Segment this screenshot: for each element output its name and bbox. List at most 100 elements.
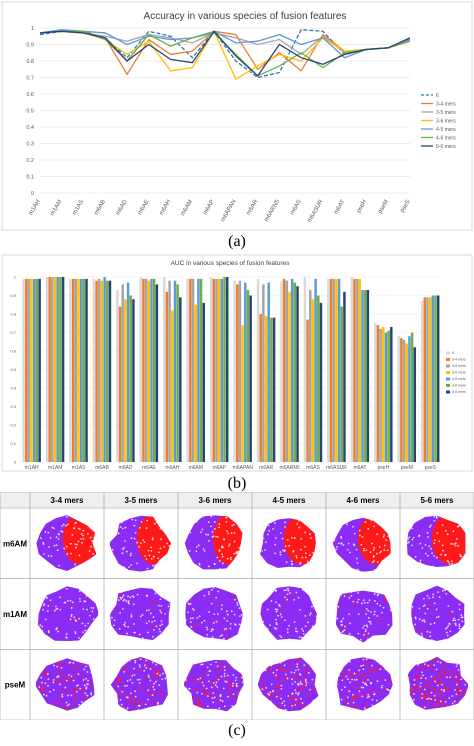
tsne-gap (155, 521, 158, 524)
tsne-gap (362, 686, 365, 689)
tsne-gap (359, 638, 362, 641)
tsne-gap (454, 542, 457, 545)
tsne-point-positive (415, 711, 417, 713)
tsne-point-positive (297, 679, 301, 682)
tsne-point-positive (153, 694, 156, 697)
tsne-gap (85, 665, 87, 668)
tsne-gap (189, 531, 192, 534)
tsne-gap (140, 521, 143, 523)
tsne-point-positive (368, 670, 371, 674)
tsne-gap (65, 588, 68, 590)
tsne-gap (340, 688, 343, 691)
tsne-point-positive (408, 706, 411, 709)
tsne-gap (358, 529, 361, 532)
tsne-point-positive (237, 687, 240, 690)
tsne-point-positive (367, 659, 370, 662)
tsne-gap (184, 659, 187, 661)
tsne-gap (333, 539, 336, 542)
tsne-gap (169, 632, 171, 635)
tsne-point-positive (220, 677, 223, 680)
tsne-gap (141, 614, 144, 616)
tsne-gap (411, 527, 413, 530)
tsne-gap (287, 589, 290, 592)
tsne-point-positive (57, 703, 60, 706)
tsne-gap (97, 527, 99, 529)
tsne-gap (203, 619, 206, 622)
tsne-gap (63, 547, 66, 550)
tsne-gap (123, 684, 126, 687)
tsne-gap (262, 703, 265, 706)
tsne-point-positive (276, 685, 280, 688)
tsne-gap (157, 557, 160, 560)
tsne-gap (304, 552, 307, 555)
bar (129, 295, 132, 462)
tsne-gap (151, 621, 154, 623)
tsne-gap (364, 630, 367, 633)
tsne-gap (163, 529, 166, 532)
tsne-gap (216, 536, 219, 538)
tsne-gap (225, 520, 228, 523)
tsne-gap (217, 678, 220, 681)
tsne-point-positive (433, 689, 436, 692)
tsne-gap (47, 531, 50, 534)
tsne-gap (87, 532, 89, 535)
tsne-gap (411, 662, 413, 665)
tsne-gap (433, 519, 436, 522)
tsne-point-positive (202, 659, 205, 662)
tsne-point-positive (110, 658, 113, 661)
legend-swatch (446, 358, 450, 361)
tsne-gap (226, 620, 229, 622)
tsne-gap (201, 585, 203, 587)
tsne-gap (458, 524, 460, 527)
tsne-gap (466, 667, 469, 670)
bar (51, 277, 54, 462)
tsne-gap (126, 587, 129, 589)
tsne-point-positive (312, 688, 315, 691)
tsne-point-positive (438, 672, 441, 675)
tsne-gap (369, 623, 372, 625)
tsne-gap (125, 600, 128, 602)
tsne-point-positive (464, 676, 467, 679)
tsne-point-positive (279, 699, 282, 702)
tsne-point-positive (231, 655, 233, 657)
legend-entry: 6 (452, 351, 454, 355)
tsne-gap (55, 608, 58, 611)
tsne-gap (431, 639, 433, 641)
tsne-gap (303, 587, 306, 590)
tsne-point-positive (110, 700, 113, 704)
y-tick-label: 0.6 (26, 92, 34, 98)
tsne-point-positive (147, 657, 150, 659)
accuracy-line-chart: Accuracy in various species of fusion fe… (1, 1, 473, 231)
tsne-gap (86, 694, 89, 697)
tsne-gap (164, 658, 166, 660)
tsne-gap (383, 534, 386, 536)
tsne-gap (387, 535, 390, 538)
tsne-point-positive (282, 669, 285, 672)
tsne-gap (113, 619, 116, 622)
tsne-gap (37, 609, 40, 611)
tsne-point-positive (112, 606, 115, 609)
tsne-gap (465, 670, 468, 673)
tsne-gap (235, 676, 238, 679)
tsne-gap (308, 554, 311, 556)
tsne-point-positive (442, 707, 445, 710)
tsne-gap (144, 703, 147, 706)
tsne-point-positive (352, 707, 356, 710)
tsne-gap (37, 618, 39, 621)
tsne-gap (73, 616, 76, 619)
tsne-gap (309, 612, 312, 615)
tsne-point-positive (442, 704, 446, 707)
tsne-gap (278, 605, 281, 607)
tsne-gap (451, 519, 453, 522)
tsne-gap (335, 712, 337, 714)
tsne-gap (447, 605, 450, 607)
tsne-gap (46, 610, 49, 612)
bar (147, 280, 151, 462)
tsne-gap (238, 546, 241, 549)
tsne-point-positive (449, 674, 452, 677)
tsne-gap (364, 521, 367, 524)
tsne-point-positive (458, 690, 461, 694)
tsne-gap (233, 540, 236, 543)
tsne-gap (207, 674, 210, 677)
tsne-gap (266, 628, 269, 630)
